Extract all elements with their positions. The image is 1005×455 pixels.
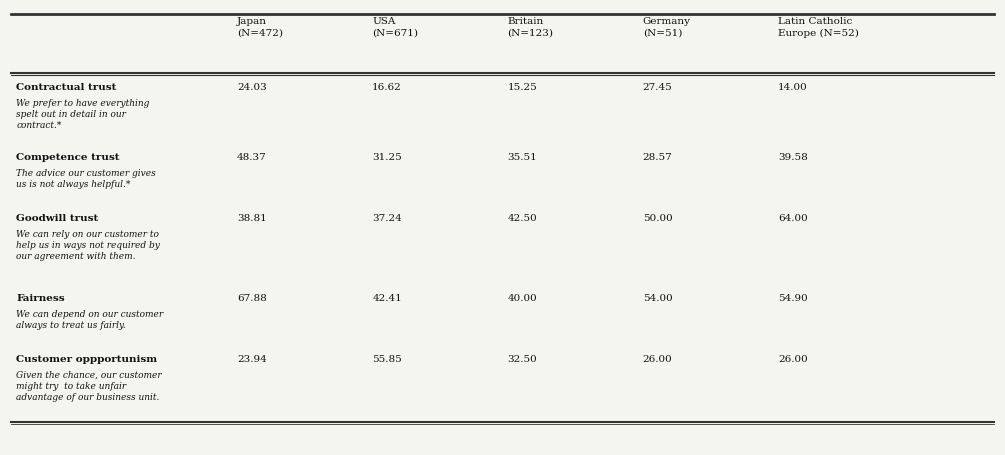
Text: 50.00: 50.00 — [643, 214, 672, 223]
Text: 42.50: 42.50 — [508, 214, 538, 223]
Text: 31.25: 31.25 — [372, 153, 402, 162]
Text: 23.94: 23.94 — [237, 354, 266, 363]
Text: Britain
(N=123): Britain (N=123) — [508, 17, 554, 37]
Text: Germany
(N=51): Germany (N=51) — [643, 17, 690, 37]
Text: 40.00: 40.00 — [508, 293, 538, 302]
Text: 24.03: 24.03 — [237, 83, 266, 92]
Text: 32.50: 32.50 — [508, 354, 538, 363]
Text: Given the chance, our customer
might try  to take unfair
advantage of our busine: Given the chance, our customer might try… — [16, 370, 162, 401]
Text: Goodwill trust: Goodwill trust — [16, 214, 98, 223]
Text: 28.57: 28.57 — [643, 153, 672, 162]
Text: The advice our customer gives
us is not always helpful.*: The advice our customer gives us is not … — [16, 169, 156, 189]
Text: 64.00: 64.00 — [778, 214, 808, 223]
Text: Competence trust: Competence trust — [16, 153, 120, 162]
Text: 15.25: 15.25 — [508, 83, 538, 92]
Text: 54.00: 54.00 — [643, 293, 672, 302]
Text: 26.00: 26.00 — [643, 354, 672, 363]
Text: 35.51: 35.51 — [508, 153, 538, 162]
Text: 48.37: 48.37 — [237, 153, 266, 162]
Text: We can rely on our customer to
help us in ways not required by
our agreement wit: We can rely on our customer to help us i… — [16, 230, 160, 261]
Text: 54.90: 54.90 — [778, 293, 808, 302]
Text: USA
(N=671): USA (N=671) — [372, 17, 418, 37]
Text: 16.62: 16.62 — [372, 83, 402, 92]
Text: 55.85: 55.85 — [372, 354, 402, 363]
Text: We can depend on our customer
always to treat us fairly.: We can depend on our customer always to … — [16, 309, 164, 329]
Text: Latin Catholic
Europe (N=52): Latin Catholic Europe (N=52) — [778, 17, 859, 37]
Text: We prefer to have everything
spelt out in detail in our
contract.*: We prefer to have everything spelt out i… — [16, 99, 150, 130]
Text: Fairness: Fairness — [16, 293, 65, 302]
Text: 67.88: 67.88 — [237, 293, 266, 302]
Text: Japan
(N=472): Japan (N=472) — [237, 17, 283, 37]
Text: 27.45: 27.45 — [643, 83, 672, 92]
Text: 14.00: 14.00 — [778, 83, 808, 92]
Text: 38.81: 38.81 — [237, 214, 266, 223]
Text: 42.41: 42.41 — [372, 293, 402, 302]
Text: Customer oppportunism: Customer oppportunism — [16, 354, 158, 363]
Text: Contractual trust: Contractual trust — [16, 83, 117, 92]
Text: 26.00: 26.00 — [778, 354, 808, 363]
Text: 39.58: 39.58 — [778, 153, 808, 162]
Text: 37.24: 37.24 — [372, 214, 402, 223]
